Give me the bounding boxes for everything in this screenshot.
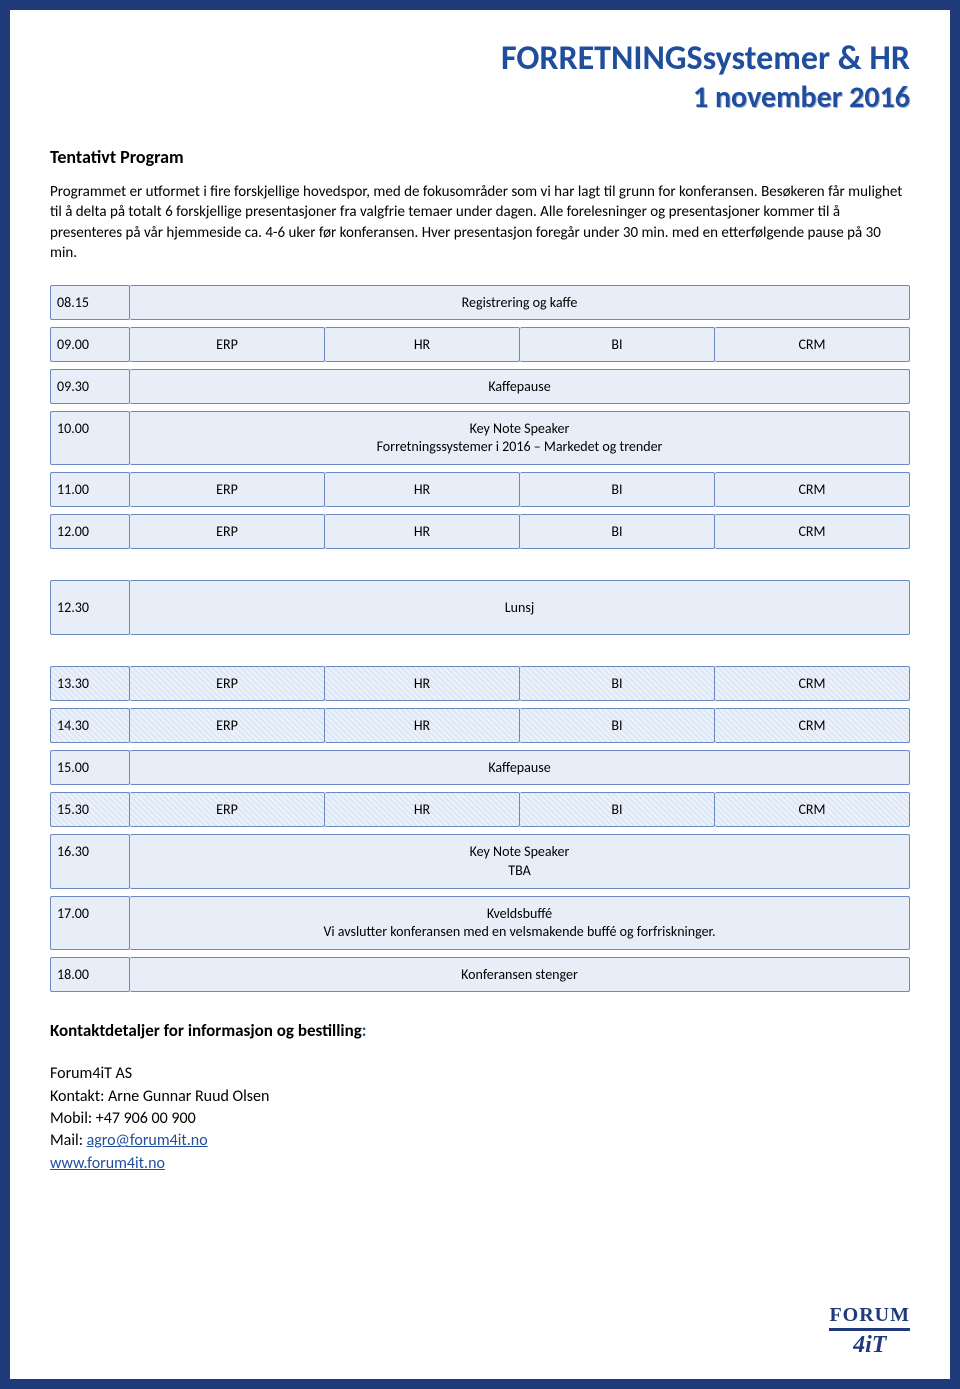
- contact-heading-text: Kontaktdetaljer for informasjon og besti…: [50, 1020, 362, 1041]
- time-cell: 09.00: [50, 327, 130, 362]
- time-cell: 11.00: [50, 472, 130, 507]
- track-cell: ERP: [130, 708, 325, 743]
- header-date: 1 november 2016: [50, 79, 910, 116]
- time-cell: 14.30: [50, 708, 130, 743]
- full-cell: KveldsbufféVi avslutter konferansen med …: [130, 896, 910, 950]
- time-cell: 10.00: [50, 411, 130, 465]
- contact-company: Forum4iT AS: [50, 1063, 910, 1085]
- track-cell: HR: [325, 792, 520, 827]
- contact-block: Forum4iT AS Kontakt: Arne Gunnar Ruud Ol…: [50, 1063, 910, 1175]
- schedule-row: 16.30Key Note SpeakerTBA: [50, 834, 910, 888]
- track-cell: ERP: [130, 514, 325, 549]
- track-cell: BI: [520, 327, 715, 362]
- track-cell: HR: [325, 472, 520, 507]
- time-cell: 18.00: [50, 957, 130, 992]
- contact-person: Kontakt: Arne Gunnar Ruud Olsen: [50, 1086, 910, 1108]
- full-cell: Kaffepause: [130, 369, 910, 404]
- contact-heading: Kontaktdetaljer for informasjon og besti…: [50, 1020, 910, 1041]
- track-cell: HR: [325, 514, 520, 549]
- full-cell: Lunsj: [130, 580, 910, 635]
- page: FORRETNINGSsystemer & HR 1 november 2016…: [0, 0, 960, 1389]
- schedule-table: 08.15Registrering og kaffe09.00ERPHRBICR…: [50, 285, 910, 992]
- time-cell: 08.15: [50, 285, 130, 320]
- schedule-row: 15.30ERPHRBICRM: [50, 792, 910, 827]
- time-cell: 17.00: [50, 896, 130, 950]
- contact-mail-line: Mail: agro@forum4it.no: [50, 1130, 910, 1152]
- track-cell: CRM: [715, 666, 910, 701]
- track-cell: CRM: [715, 708, 910, 743]
- header-title: FORRETNINGSsystemer & HR: [50, 38, 910, 79]
- intro-paragraph: Programmet er utformet i fire forskjelli…: [50, 182, 910, 263]
- track-cell: HR: [325, 327, 520, 362]
- track-cell: HR: [325, 708, 520, 743]
- schedule-row: 09.30Kaffepause: [50, 369, 910, 404]
- forum4it-logo: FORUM 4iT: [829, 1304, 910, 1357]
- time-cell: 15.30: [50, 792, 130, 827]
- contact-mail-label: Mail:: [50, 1131, 87, 1150]
- schedule-gap: [50, 642, 910, 666]
- track-cell: ERP: [130, 792, 325, 827]
- contact-web-link[interactable]: www.forum4it.no: [50, 1154, 165, 1173]
- track-cell: CRM: [715, 514, 910, 549]
- schedule-row: 11.00ERPHRBICRM: [50, 472, 910, 507]
- logo-bottom-text: 4iT: [853, 1333, 886, 1357]
- full-cell: Key Note SpeakerForretningssystemer i 20…: [130, 411, 910, 465]
- track-cell: BI: [520, 792, 715, 827]
- schedule-row: 12.00ERPHRBICRM: [50, 514, 910, 549]
- track-cell: CRM: [715, 792, 910, 827]
- logo-top-text: FORUM: [829, 1304, 910, 1331]
- track-cell: ERP: [130, 472, 325, 507]
- time-cell: 16.30: [50, 834, 130, 888]
- time-cell: 12.30: [50, 580, 130, 635]
- schedule-row: 15.00Kaffepause: [50, 750, 910, 785]
- schedule-row: 10.00Key Note SpeakerForretningssystemer…: [50, 411, 910, 465]
- full-cell: Konferansen stenger: [130, 957, 910, 992]
- schedule-row: 17.00KveldsbufféVi avslutter konferansen…: [50, 896, 910, 950]
- schedule-row: 14.30ERPHRBICRM: [50, 708, 910, 743]
- schedule-row: 12.30Lunsj: [50, 580, 910, 635]
- track-cell: ERP: [130, 327, 325, 362]
- schedule-row: 08.15Registrering og kaffe: [50, 285, 910, 320]
- schedule-gap: [50, 556, 910, 580]
- full-cell: Registrering og kaffe: [130, 285, 910, 320]
- track-cell: CRM: [715, 472, 910, 507]
- full-cell: Kaffepause: [130, 750, 910, 785]
- track-cell: HR: [325, 666, 520, 701]
- time-cell: 09.30: [50, 369, 130, 404]
- time-cell: 12.00: [50, 514, 130, 549]
- schedule-row: 13.30ERPHRBICRM: [50, 666, 910, 701]
- time-cell: 15.00: [50, 750, 130, 785]
- track-cell: ERP: [130, 666, 325, 701]
- section-title: Tentativt Program: [50, 146, 910, 168]
- schedule-row: 18.00Konferansen stenger: [50, 957, 910, 992]
- track-cell: BI: [520, 514, 715, 549]
- contact-heading-colon: :: [362, 1020, 367, 1041]
- track-cell: BI: [520, 472, 715, 507]
- contact-mobile: Mobil: +47 906 00 900: [50, 1108, 910, 1130]
- track-cell: BI: [520, 708, 715, 743]
- full-cell: Key Note SpeakerTBA: [130, 834, 910, 888]
- page-header: FORRETNINGSsystemer & HR 1 november 2016: [50, 38, 910, 116]
- track-cell: BI: [520, 666, 715, 701]
- time-cell: 13.30: [50, 666, 130, 701]
- schedule-row: 09.00ERPHRBICRM: [50, 327, 910, 362]
- track-cell: CRM: [715, 327, 910, 362]
- contact-mail-link[interactable]: agro@forum4it.no: [87, 1131, 208, 1150]
